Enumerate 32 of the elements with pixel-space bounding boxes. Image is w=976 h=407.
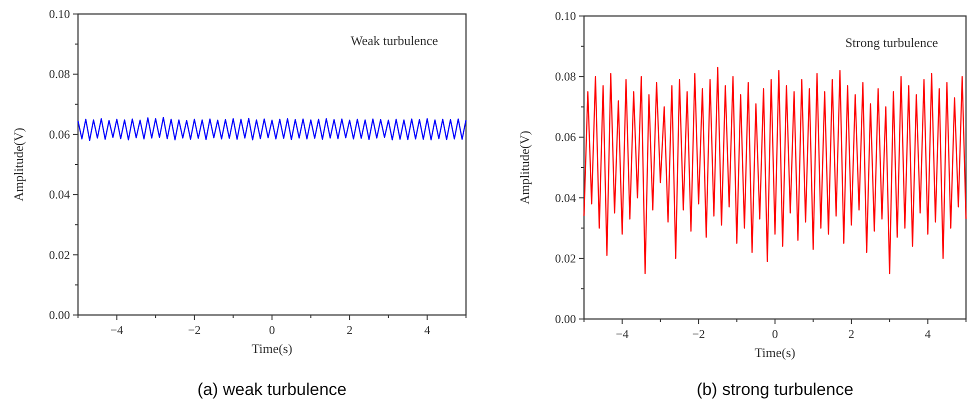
x-tick-label: 4: [924, 327, 931, 341]
x-tick-label: 0: [772, 327, 778, 341]
annotation: Strong turbulence: [845, 35, 938, 50]
y-tick-label: 0.08: [555, 70, 576, 84]
x-tick-label: −4: [616, 327, 629, 341]
y-axis-title: Amplitude(V): [11, 128, 26, 202]
y-tick-label: 0.04: [49, 188, 70, 202]
y-tick-label: 0.02: [555, 251, 576, 266]
y-tick-label: 0.00: [555, 312, 576, 326]
y-tick-label: 0.02: [49, 248, 70, 262]
x-tick-label: −4: [110, 323, 124, 337]
y-tick-label: 0.10: [555, 9, 576, 23]
x-tick-label: 0: [269, 323, 275, 337]
x-tick-label: 4: [424, 323, 430, 337]
y-tick-label: 0.08: [49, 67, 70, 82]
y-tick-label: 0.00: [49, 308, 70, 322]
x-axis-title: Time(s): [754, 345, 796, 360]
line-series: [77, 116, 467, 142]
y-axis-title: Amplitude(V): [517, 130, 532, 204]
y-tick-label: 0.06: [555, 130, 576, 144]
annotation: Weak turbulence: [350, 33, 438, 48]
y-tick-label: 0.10: [49, 7, 70, 21]
y-tick-label: 0.04: [555, 190, 576, 205]
x-tick-label: −2: [692, 327, 705, 341]
x-tick-label: −2: [188, 323, 201, 337]
line-series: [583, 66, 967, 274]
x-tick-label: 2: [848, 327, 854, 341]
x-axis-title: Time(s): [252, 341, 292, 356]
x-tick-label: 2: [346, 323, 353, 337]
text: (a) weak turbulence: [197, 380, 347, 399]
text: (b) strong turbulence: [696, 380, 854, 399]
y-tick-label: 0.06: [49, 127, 70, 142]
